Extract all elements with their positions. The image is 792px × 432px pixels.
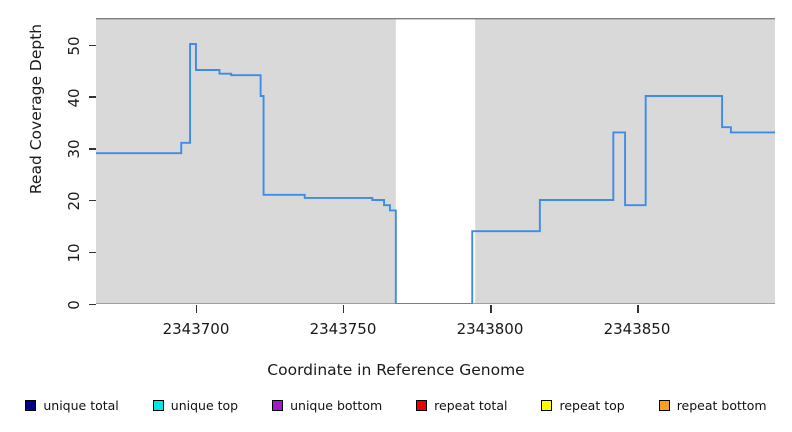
legend-swatch-repeat-top — [541, 400, 553, 411]
x-tick-mark — [637, 305, 639, 313]
y-tick-label-0: 0 — [65, 300, 83, 310]
legend-label-repeat-top: repeat top — [559, 398, 625, 413]
x-tick-label-2343750: 2343750 — [309, 320, 377, 338]
series-line-unique-total — [96, 43, 775, 304]
legend-swatch-unique-total — [25, 400, 37, 411]
x-axis-title: Coordinate in Reference Genome — [267, 361, 525, 379]
y-tick-label-40: 40 — [65, 88, 83, 108]
legend-swatch-repeat-bottom — [658, 400, 670, 411]
y-axis-title: Read Coverage Depth — [27, 23, 45, 195]
legend-swatch-repeat-total — [416, 400, 428, 411]
y-tick-mark — [89, 303, 96, 305]
legend-label-repeat-bottom: repeat bottom — [676, 398, 767, 413]
x-tick-mark — [195, 305, 197, 313]
y-tick-mark — [89, 96, 96, 98]
legend: unique total unique top unique bottom re… — [0, 398, 792, 413]
plot-area — [96, 18, 775, 304]
legend-item-repeat-bottom[interactable]: repeat bottom — [658, 398, 767, 413]
legend-label-unique-bottom: unique bottom — [290, 398, 383, 413]
x-tick-mark — [490, 305, 492, 313]
legend-item-repeat-top[interactable]: repeat top — [541, 398, 625, 413]
x-tick-label-2343850: 2343850 — [603, 320, 671, 338]
y-tick-label-10: 10 — [65, 243, 83, 263]
y-tick-mark — [89, 44, 96, 46]
y-tick-label-50: 50 — [65, 36, 83, 56]
legend-label-unique-total: unique total — [43, 398, 119, 413]
legend-swatch-unique-bottom — [272, 400, 284, 411]
legend-item-unique-total[interactable]: unique total — [25, 398, 119, 413]
legend-item-unique-bottom[interactable]: unique bottom — [272, 398, 382, 413]
y-tick-label-30: 30 — [65, 139, 83, 159]
legend-label-repeat-total: repeat total — [434, 398, 508, 413]
y-tick-mark — [89, 148, 96, 150]
x-tick-label-2343800: 2343800 — [456, 320, 524, 338]
y-tick-mark — [89, 251, 96, 254]
y-tick-mark — [89, 199, 96, 202]
x-tick-mark — [342, 305, 345, 313]
legend-item-unique-top[interactable]: unique top — [152, 398, 239, 413]
legend-swatch-unique-top — [152, 400, 164, 411]
coverage-gap-band — [395, 18, 476, 304]
legend-label-unique-top: unique top — [170, 398, 239, 413]
legend-item-repeat-total[interactable]: repeat total — [416, 398, 507, 413]
x-tick-label-2343700: 2343700 — [162, 320, 230, 338]
y-tick-label-20: 20 — [65, 191, 83, 211]
